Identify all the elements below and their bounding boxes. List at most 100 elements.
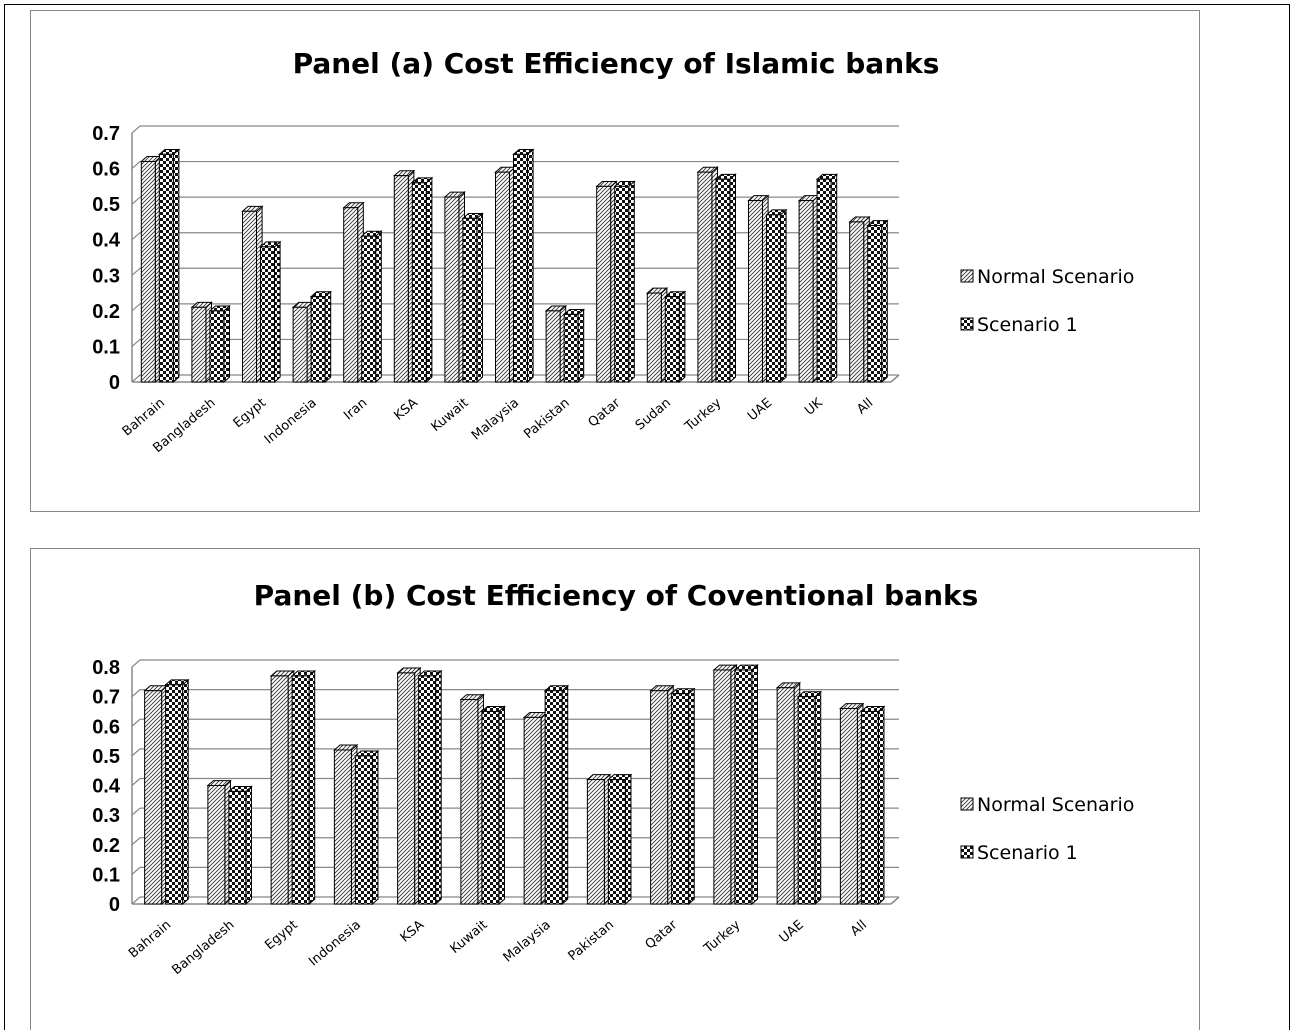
legend-swatch [960, 269, 974, 283]
y-tick-label: 0.4 [92, 230, 121, 252]
bar-normal-pakistan [544, 304, 568, 384]
bar-scenario1-kuwait [480, 705, 506, 906]
legend-label: Normal Scenario [977, 794, 1134, 816]
bar-normal-ksa [392, 169, 416, 384]
bar-scenario1-bahrain [164, 678, 190, 906]
y-tick-label: 0.7 [92, 687, 120, 709]
x-category-label: Bahrain [120, 396, 168, 440]
bar-scenario1-sudan [663, 290, 687, 384]
bar-scenario1-pakistan [607, 773, 633, 906]
bar-normal-indonesia [333, 743, 359, 906]
bar-scenario1-indonesia [354, 749, 380, 906]
legend-swatch [960, 317, 974, 331]
y-tick-label: 0.1 [92, 864, 120, 886]
bar-scenario1-ksa [417, 669, 443, 906]
chart-panel-b: Panel (b) Cost Efficiency of Coventional… [30, 548, 1200, 1030]
bar-normal-kuwait [443, 191, 466, 384]
bar-normal-bahrain [143, 684, 169, 906]
bar-normal-uae [747, 194, 770, 384]
x-category-label: KSA [398, 918, 428, 946]
chart-b-svg: Panel (b) Cost Efficiency of Coventional… [92, 579, 1134, 978]
y-tick-label: 0.6 [92, 716, 120, 738]
bar-normal-turkey [696, 166, 719, 384]
bar-scenario1-egypt [290, 669, 317, 906]
bar-normal-kuwait [459, 693, 485, 906]
y-tick-label: 0.7 [92, 123, 120, 145]
bar-normal-indonesia [291, 301, 315, 384]
bar-normal-qatar [649, 684, 675, 906]
bar-normal-egypt [269, 669, 296, 906]
bar-scenario1-iran [360, 230, 383, 384]
legend-swatch [960, 845, 974, 859]
bar-scenario1-turkey [714, 173, 737, 384]
chart-a-svg: Panel (a) Cost Efficiency of Islamic ban… [92, 47, 1134, 456]
bar-scenario1-bangladesh [208, 304, 231, 384]
x-category-label: Qatar [586, 395, 624, 430]
x-category-label: Kuwait [448, 918, 491, 957]
bar-normal-all [839, 702, 865, 906]
x-category-label: Malaysia [469, 396, 522, 444]
legend-swatch [960, 797, 974, 811]
bar-normal-bangladesh [190, 301, 213, 384]
y-tick-label: 0.1 [92, 336, 120, 358]
y-tick-label: 0.4 [92, 776, 121, 798]
x-category-label: Bahrain [126, 918, 174, 962]
x-category-label: UAE [745, 396, 775, 425]
bar-normal-turkey [712, 663, 738, 906]
bar-normal-sudan [645, 287, 669, 384]
bar-normal-all [848, 215, 871, 384]
x-category-label: All [848, 918, 870, 940]
bar-scenario1-uae [765, 208, 788, 384]
x-category-label: Sudan [633, 396, 674, 434]
x-category-label: Pakistan [566, 918, 617, 964]
bar-normal-bahrain [139, 155, 163, 384]
legend-label: Scenario 1 [977, 842, 1078, 864]
bar-normal-iran [342, 201, 365, 384]
bar-scenario1-all [866, 219, 889, 384]
y-tick-label: 0.2 [92, 835, 120, 857]
x-category-label: Egypt [231, 396, 269, 432]
x-category-label: Iran [341, 396, 370, 424]
bar-normal-pakistan [586, 773, 612, 906]
x-category-label: Kuwait [429, 396, 472, 435]
bar-scenario1-bahrain [157, 148, 181, 384]
bar-normal-bangladesh [206, 779, 232, 906]
x-category-label: Turkey [701, 917, 744, 957]
bar-normal-malaysia [522, 711, 549, 906]
y-tick-label: 0.3 [92, 265, 120, 287]
x-category-label: Malaysia [501, 918, 554, 966]
bar-scenario1-kuwait [461, 212, 484, 384]
legend-label: Scenario 1 [977, 314, 1078, 336]
x-category-label: UK [802, 395, 826, 418]
bar-scenario1-egypt [259, 240, 282, 384]
chart-panel-a: Panel (a) Cost Efficiency of Islamic ban… [30, 10, 1200, 512]
legend-label: Normal Scenario [977, 266, 1134, 288]
bar-normal-uae [775, 681, 802, 906]
y-tick-label: 0.2 [92, 301, 120, 323]
x-category-label: All [854, 396, 876, 418]
bar-scenario1-uk [815, 173, 839, 384]
y-tick-label: 0.5 [92, 194, 120, 216]
x-category-label: Qatar [643, 917, 681, 952]
bar-normal-qatar [595, 180, 618, 384]
y-tick-label: 0 [109, 372, 120, 394]
x-category-label: KSA [391, 396, 421, 424]
bar-normal-uk [797, 194, 821, 384]
x-category-label: Bangladesh [169, 918, 237, 978]
y-tick-label: 0.5 [92, 746, 120, 768]
x-category-label: Turkey [682, 395, 725, 435]
y-tick-label: 0.3 [92, 805, 120, 827]
bar-normal-egypt [241, 205, 264, 384]
bar-scenario1-ksa [410, 176, 434, 384]
x-category-label: Pakistan [521, 396, 572, 442]
bar-scenario1-malaysia [512, 148, 535, 384]
bar-scenario1-malaysia [543, 684, 570, 906]
page-frame [4, 4, 1290, 1030]
x-category-label: Indonesia [306, 918, 364, 970]
y-tick-label: 0.8 [92, 657, 120, 679]
y-tick-label: 0.6 [92, 159, 120, 181]
x-category-label: Indonesia [262, 396, 320, 448]
bar-normal-ksa [396, 666, 422, 906]
bar-scenario1-pakistan [562, 308, 586, 384]
bar-scenario1-turkey [733, 663, 759, 906]
